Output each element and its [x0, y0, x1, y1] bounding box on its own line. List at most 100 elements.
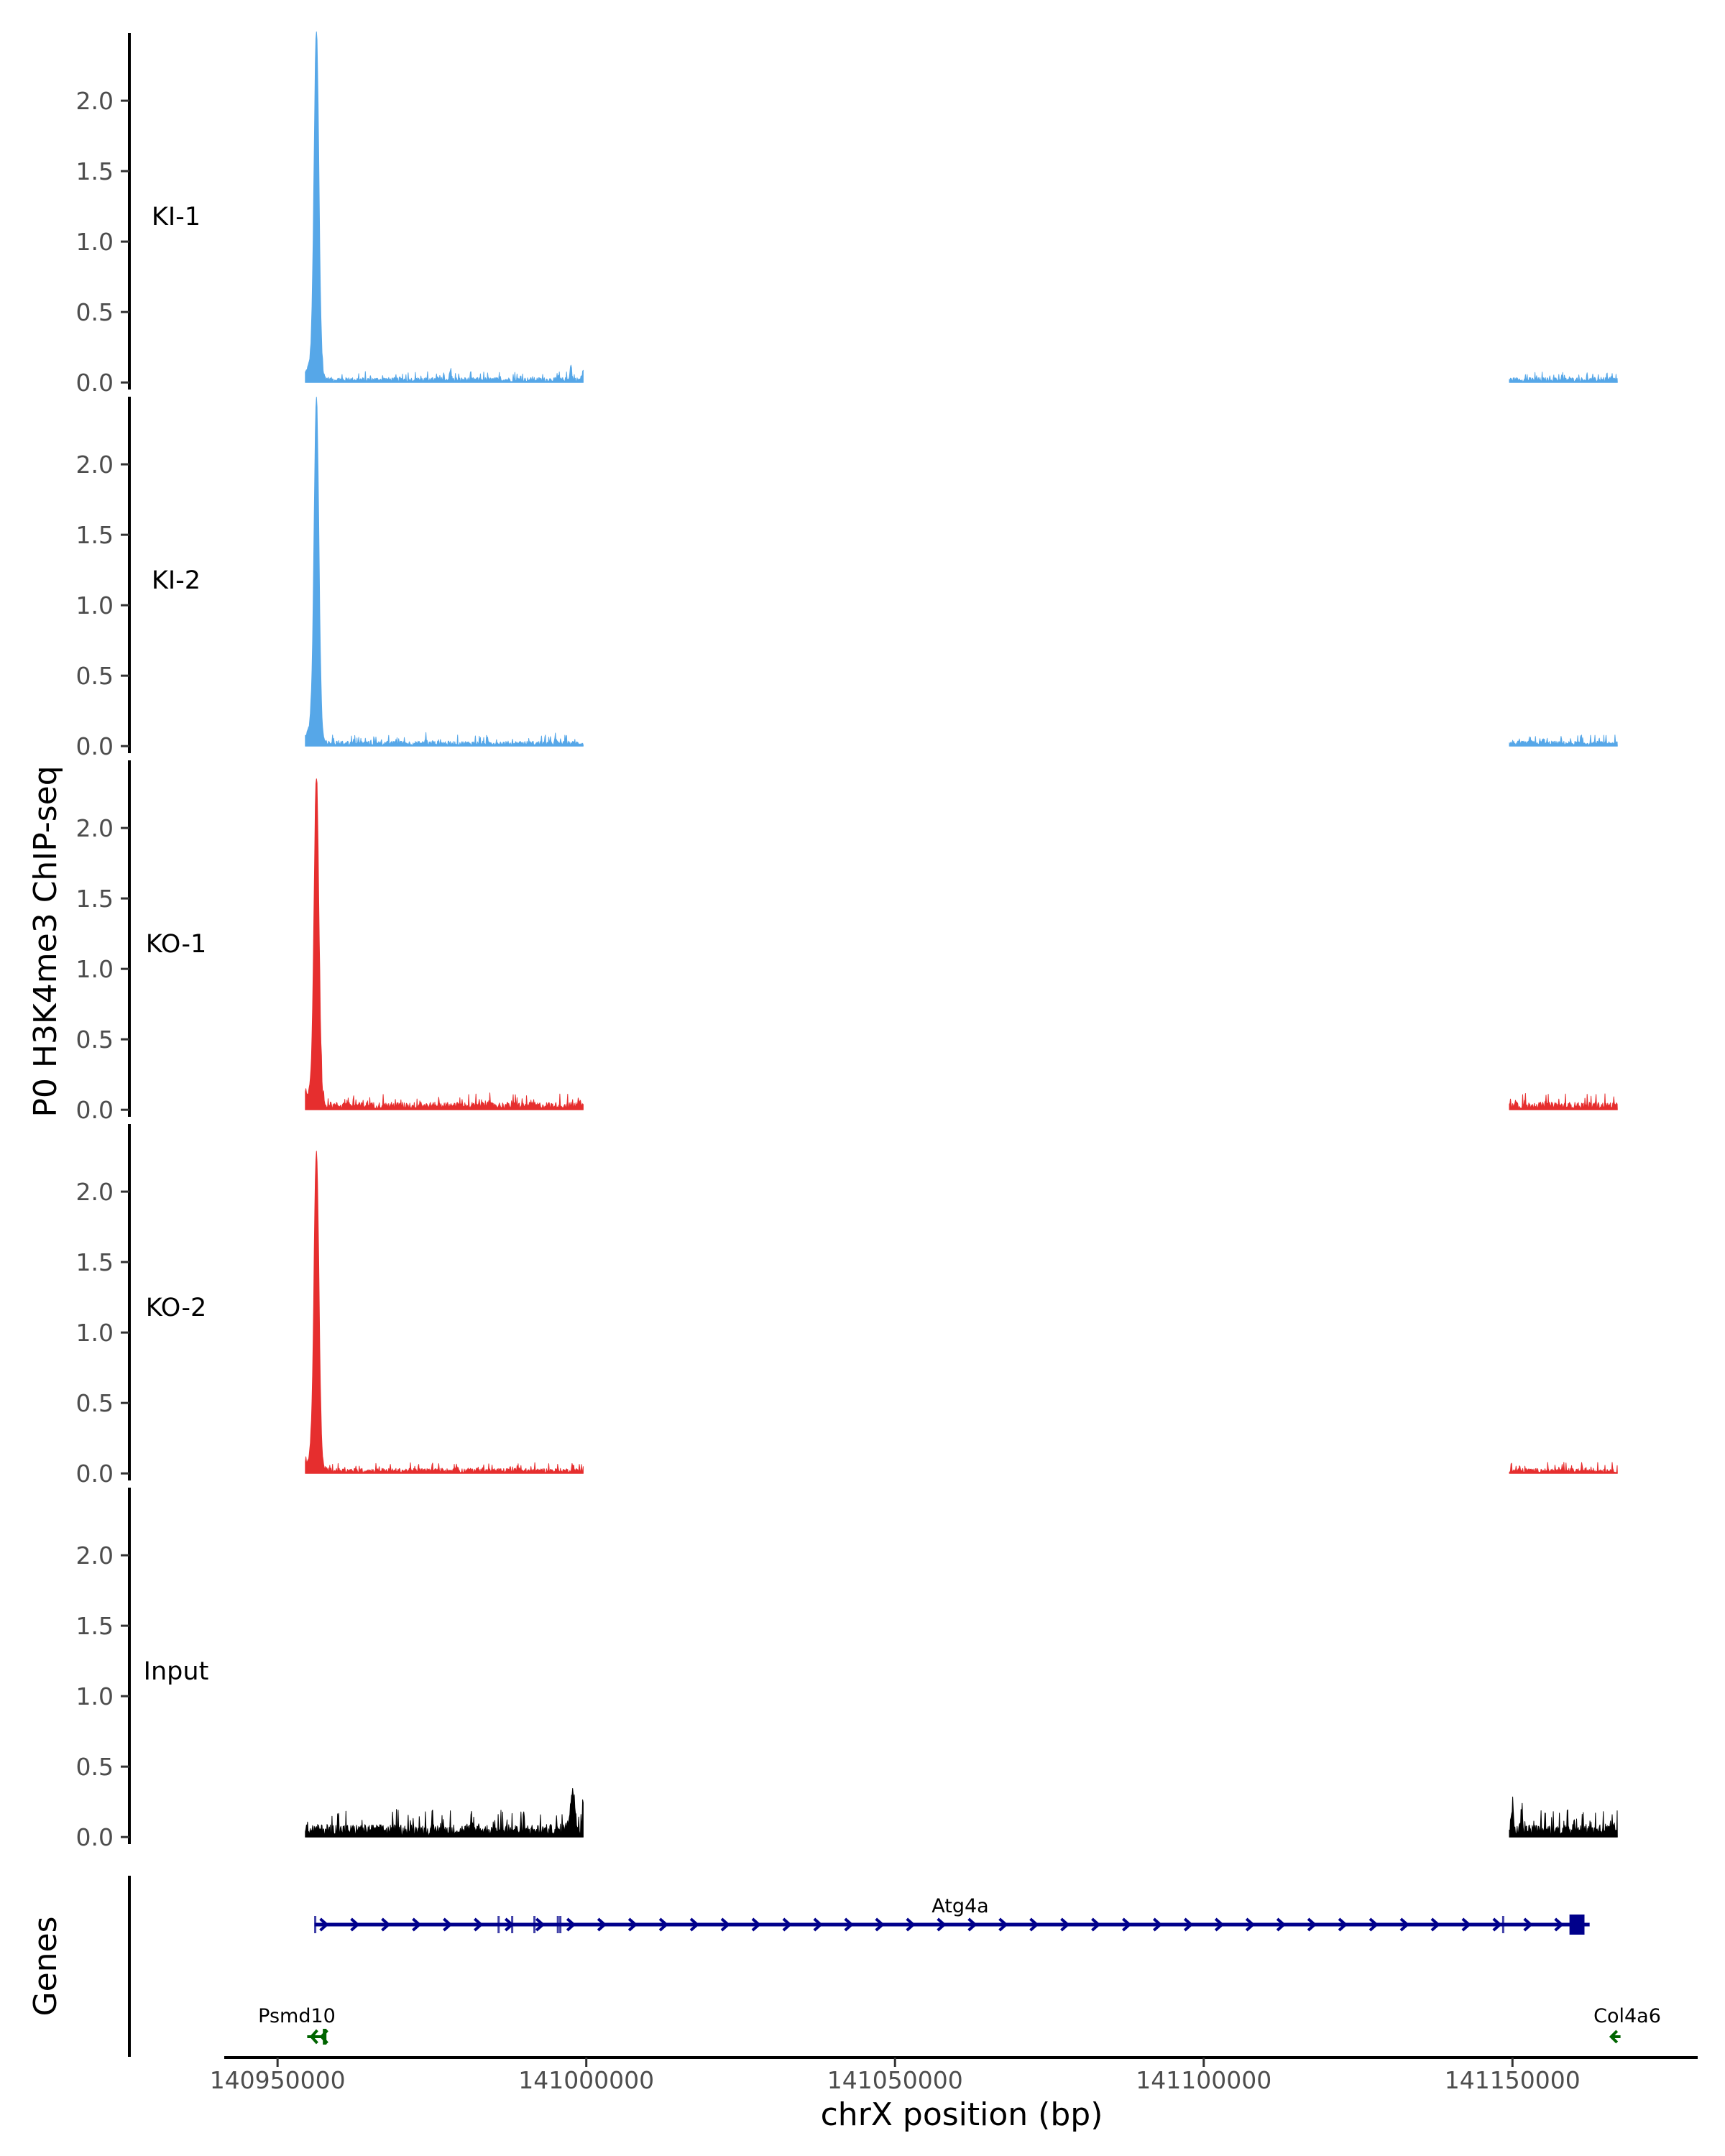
exon	[323, 2029, 327, 2045]
y-tick-label: 1.0	[76, 1682, 114, 1710]
strand-arrow	[720, 1917, 730, 1932]
track-label: KO-1	[146, 930, 206, 959]
exon	[533, 1916, 536, 1933]
strand-arrow	[350, 1917, 360, 1932]
strand-arrow	[998, 1917, 1008, 1932]
strand-arrow	[1029, 1917, 1039, 1932]
y-tick-label: 0.5	[76, 1026, 114, 1054]
gene-label-atg4a: Atg4a	[932, 1895, 988, 1917]
strand-arrow	[1492, 1917, 1502, 1932]
exon	[1569, 1915, 1576, 1935]
signal-area	[1509, 734, 1618, 747]
strand-arrow	[627, 1917, 638, 1932]
y-tick-label: 2.0	[76, 1178, 114, 1206]
signal-area	[1509, 1796, 1618, 1838]
gene-label-psmd10: Psmd10	[258, 2005, 336, 2027]
y-tick-label: 0.5	[76, 662, 114, 690]
y-tick-label: 0.5	[76, 1389, 114, 1417]
strand-arrow	[844, 1917, 854, 1932]
strand-arrow	[1245, 1917, 1256, 1932]
exon	[511, 1916, 514, 1933]
y-tick-label: 1.0	[76, 591, 114, 619]
signal-tracks: 0.00.51.01.52.0KI-10.00.51.01.52.0KI-20.…	[76, 31, 1618, 1851]
y-tick-label: 0.0	[76, 1096, 114, 1124]
strand-arrow	[443, 1917, 453, 1932]
y-tick-label: 1.5	[76, 1612, 114, 1640]
exon	[1578, 1915, 1585, 1935]
y-axis-title: P0 H3K4me3 ChIP-seq	[27, 765, 64, 1117]
strand-arrow	[1338, 1917, 1348, 1932]
y-tick-label: 2.0	[76, 451, 114, 479]
x-axis-title: chrX position (bp)	[821, 2096, 1103, 2133]
signal-area	[1509, 372, 1618, 383]
strand-arrow	[1152, 1917, 1163, 1932]
y-tick-label: 1.5	[76, 1248, 114, 1276]
strand-arrow	[474, 1917, 484, 1932]
y-tick-label: 0.0	[76, 732, 114, 760]
strand-arrow	[535, 1917, 546, 1932]
genes-track: Genes Atg4a Psmd10 Col4a6	[27, 1876, 1661, 2057]
strand-arrow	[937, 1917, 947, 1932]
y-tick-label: 1.5	[76, 157, 114, 185]
exon	[497, 1916, 500, 1933]
strand-arrow	[967, 1917, 978, 1932]
y-tick-label: 0.0	[76, 1823, 114, 1851]
strand-arrow	[309, 2029, 318, 2045]
strand-arrow	[1276, 1917, 1287, 1932]
y-tick-label: 1.0	[76, 955, 114, 983]
y-tick-label: 1.0	[76, 1319, 114, 1347]
signal-area	[1509, 1462, 1618, 1474]
signal-area	[305, 397, 584, 747]
strand-arrow	[1091, 1917, 1101, 1932]
exon	[1501, 1916, 1504, 1933]
y-tick-label: 0.0	[76, 369, 114, 397]
y-tick-label: 2.0	[76, 814, 114, 842]
track-label: KO-2	[146, 1294, 206, 1322]
signal-area	[305, 1788, 584, 1838]
track-ki-2: 0.0 0.5 1.0 1.5 2.0 KI-2	[76, 397, 1618, 760]
exon	[559, 1916, 562, 1933]
strand-arrow	[319, 1917, 329, 1932]
strand-arrow	[782, 1917, 792, 1932]
strand-arrow	[1060, 1917, 1070, 1932]
exon	[556, 1916, 559, 1933]
y-tick-label: 2.0	[76, 1542, 114, 1570]
strand-arrow	[597, 1917, 607, 1932]
exon	[1574, 1915, 1581, 1935]
x-tick-label: 141150000	[1445, 2066, 1581, 2094]
track-label: KI-2	[152, 566, 201, 595]
track-ko-2: 0.0 0.5 1.0 1.5 2.0 KO-2	[76, 1124, 1618, 1488]
strand-arrow	[689, 1917, 700, 1932]
strand-arrow	[875, 1917, 885, 1932]
x-axis: 140950000 141000000 141050000 141100000 1411…	[210, 2056, 1698, 2094]
y-tick-label: 1.0	[76, 228, 114, 256]
y-tick-label: 1.5	[76, 885, 114, 913]
track-label: KI-1	[152, 203, 201, 231]
x-tick-label: 141000000	[518, 2066, 654, 2094]
x-tick-label: 141050000	[827, 2066, 963, 2094]
gene-label-col4a6: Col4a6	[1593, 2005, 1661, 2027]
strand-arrow	[1523, 1917, 1533, 1932]
strand-arrow	[1554, 1917, 1564, 1932]
signal-area	[305, 1151, 584, 1474]
x-tick-label: 140950000	[210, 2066, 346, 2094]
y-tick-label: 2.0	[76, 87, 114, 115]
y-tick-label: 0.5	[76, 298, 114, 326]
strand-arrow	[1307, 1917, 1317, 1932]
strand-arrow	[658, 1917, 669, 1932]
strand-arrow	[1214, 1917, 1225, 1932]
strand-arrow	[813, 1917, 823, 1932]
signal-area	[305, 31, 584, 383]
y-tick-label: 1.5	[76, 521, 114, 549]
strand-arrow	[906, 1917, 916, 1932]
track-label: Input	[144, 1657, 209, 1686]
y-tick-label: 0.5	[76, 1753, 114, 1781]
signal-area	[1509, 1093, 1618, 1110]
strand-arrow	[412, 1917, 422, 1932]
signal-area	[305, 778, 584, 1110]
genes-title: Genes	[27, 1916, 64, 2016]
track-ko-1: 0.0 0.5 1.0 1.5 2.0 KO-1	[76, 760, 1618, 1124]
strand-arrow	[1122, 1917, 1132, 1932]
strand-arrow	[566, 1917, 576, 1932]
